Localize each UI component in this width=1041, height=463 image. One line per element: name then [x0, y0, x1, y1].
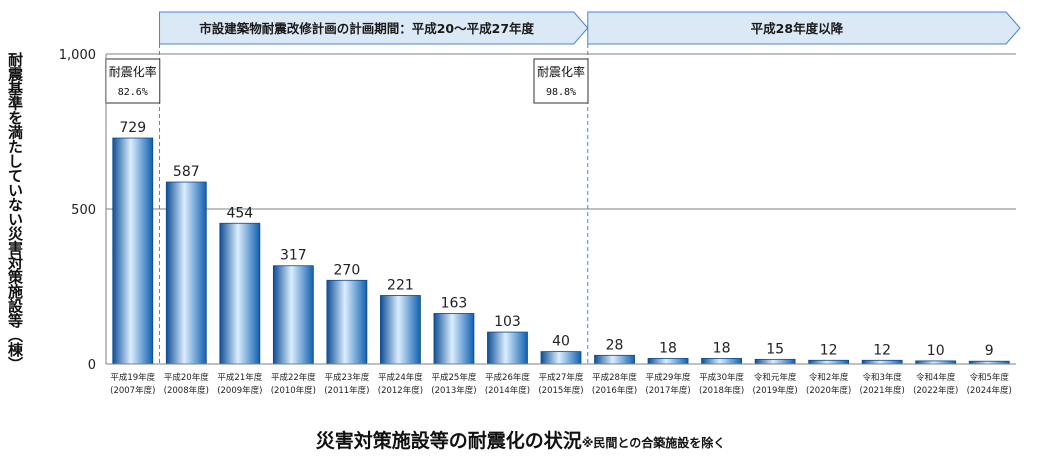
- grid-lines: [106, 53, 1016, 210]
- x-tick-label-western: (2021年度): [860, 385, 905, 396]
- x-tick-label-western: (2022年度): [913, 385, 958, 396]
- x-tick-label-western: (2018年度): [699, 385, 744, 396]
- bar: [487, 331, 528, 365]
- caption-note: ※民間との合築施設を除く: [581, 436, 726, 450]
- x-tick-label-western: (2014年度): [485, 385, 530, 396]
- x-tick-label-western: (2010年度): [271, 385, 316, 396]
- period-label: 平成28年度以降: [751, 21, 844, 36]
- bar: [701, 358, 742, 365]
- bar-value-label: 18: [659, 340, 677, 356]
- x-tick-label: 令和5年度: [970, 372, 1010, 383]
- caption-title: 災害対策施設等の耐震化の状況: [315, 430, 582, 452]
- bar-value-label: 12: [873, 342, 891, 358]
- x-tick-label: 令和4年度: [916, 372, 956, 383]
- x-tick-label: 平成29年度: [646, 372, 691, 383]
- x-tick-label-western: (2011年度): [324, 385, 369, 396]
- period-arrow: [587, 11, 1021, 45]
- x-tick-label: 平成22年度: [271, 372, 316, 383]
- bar-value-label: 28: [606, 337, 624, 353]
- bar: [754, 358, 796, 365]
- x-tick-label-western: (2009年度): [217, 385, 262, 396]
- bar-value-label: 9: [985, 343, 994, 359]
- x-tick-label-western: (2017年度): [645, 385, 690, 396]
- annotation-label: 耐震化率: [537, 64, 585, 79]
- x-tick-label: 令和2年度: [809, 372, 849, 383]
- bar-value-label: 454: [226, 205, 253, 221]
- bar-value-label: 163: [441, 295, 468, 311]
- bar-value-label: 40: [552, 334, 570, 350]
- x-tick-label: 平成25年度: [432, 372, 477, 383]
- x-tick-label: 令和3年度: [862, 372, 902, 383]
- y-axis-label: 耐震基準を満たしていない災害対策施設等（棟）: [6, 52, 24, 371]
- bar-value-label: 270: [334, 262, 361, 278]
- period-arrows: 市設建築物耐震改修計画の計画期間：平成20～平成27年度 平成28年度以降: [159, 11, 1021, 364]
- bar: [326, 279, 368, 365]
- bar: [433, 313, 475, 365]
- x-tick-label: 平成24年度: [378, 372, 423, 383]
- annotation-value: 98.8%: [546, 87, 576, 98]
- bar-value-label: 221: [387, 277, 414, 293]
- bar: [219, 222, 261, 365]
- bar-value-label: 15: [766, 341, 784, 357]
- chart-caption: 災害対策施設等の耐震化の状況※民間との合築施設を除く: [0, 426, 1041, 453]
- bar: [272, 265, 314, 365]
- x-tick-label-western: (2015年度): [538, 385, 583, 396]
- bar-value-label: 103: [494, 314, 521, 330]
- x-tick-label: 平成28年度: [592, 372, 637, 383]
- x-tick-label: 平成23年度: [324, 372, 369, 383]
- x-tick-label-western: (2016年度): [592, 385, 637, 396]
- x-tick-label: 平成21年度: [217, 372, 262, 383]
- bar: [380, 295, 421, 365]
- y-tick-label: 500: [71, 203, 96, 218]
- x-tick-label-western: (2013年度): [431, 385, 476, 396]
- annotation-value: 82.6%: [118, 87, 148, 98]
- x-tick-label: 平成26年度: [485, 372, 530, 383]
- annotation-label: 耐震化率: [109, 64, 157, 79]
- bar: [112, 137, 154, 365]
- y-tick-label: 0: [88, 358, 96, 373]
- bar: [165, 181, 207, 365]
- axes: 0 500 1,000 平成19年度 (2007年度) 平成20年度 (2008年度) 平成2…: [59, 48, 1016, 396]
- x-tick-label-western: (2020年度): [806, 385, 851, 396]
- x-tick-label: 平成20年度: [164, 372, 209, 383]
- bar-value-label: 12: [820, 342, 838, 358]
- bar: [647, 358, 689, 365]
- x-tick-label: 平成27年度: [539, 372, 584, 383]
- bar: [540, 351, 582, 365]
- bar: [808, 359, 850, 365]
- bar-value-label: 729: [119, 120, 146, 136]
- bar-value-label: 587: [173, 164, 200, 180]
- x-tick-label-western: (2008年度): [164, 385, 209, 396]
- x-tick-label: 平成30年度: [699, 372, 744, 383]
- bars: 729 587 454 317 270 221 163 103 40 28 18 18 15 12 12 10…: [112, 120, 1010, 365]
- y-tick-label: 1,000: [59, 48, 96, 63]
- x-tick-label-western: (2024年度): [967, 385, 1012, 396]
- bar-value-label: 317: [280, 248, 307, 264]
- bar-value-label: 18: [713, 340, 731, 356]
- annotation-box: [533, 58, 589, 104]
- bar: [594, 354, 635, 365]
- x-tick-label: 令和元年度: [754, 372, 797, 383]
- x-tick-label-western: (2019年度): [752, 385, 797, 396]
- period-label: 市設建築物耐震改修計画の計画期間：平成20～平成27年度: [199, 21, 534, 36]
- annotations: 耐震化率 82.6% 耐震化率 98.8%: [105, 58, 589, 104]
- bar: [861, 359, 903, 365]
- x-tick-label-western: (2007年度): [110, 385, 155, 396]
- x-tick-label: 平成19年度: [110, 372, 155, 383]
- annotation-box: [105, 58, 161, 104]
- period-arrow: [159, 11, 589, 45]
- x-tick-label-western: (2012年度): [378, 385, 423, 396]
- bar-value-label: 10: [927, 343, 945, 359]
